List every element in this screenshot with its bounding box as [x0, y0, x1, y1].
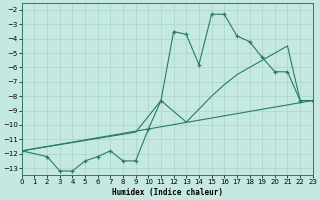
X-axis label: Humidex (Indice chaleur): Humidex (Indice chaleur)	[112, 188, 223, 197]
